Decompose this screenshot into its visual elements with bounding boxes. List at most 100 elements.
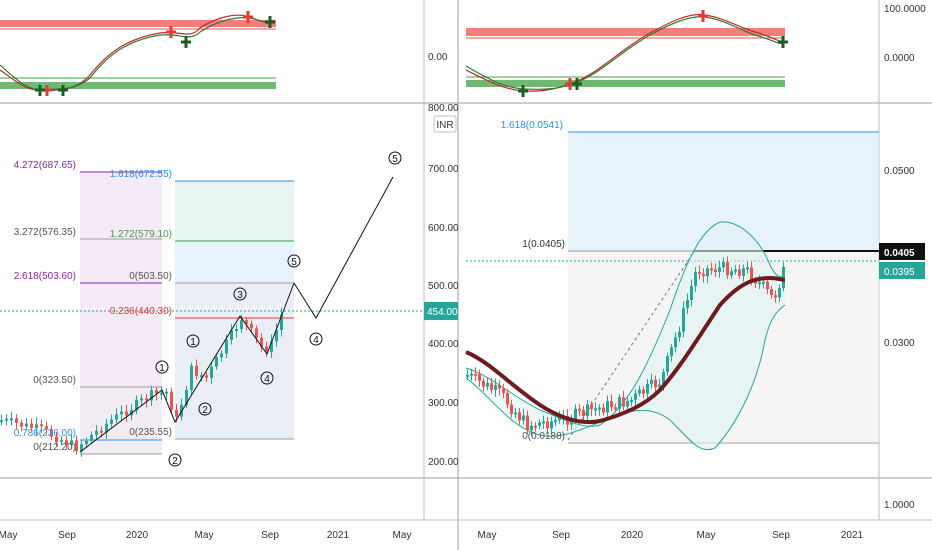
fib-label: 0.786(236.00) [14,428,76,439]
candle-body [280,314,283,330]
candle-body [40,424,43,427]
candle-body [618,397,621,409]
candle-body [175,409,178,417]
price-tick: 0.0300 [884,338,915,349]
candle-body [570,420,573,425]
candle-body [45,426,48,430]
candle-body [225,339,228,354]
wave-label: 5 [392,154,398,165]
time-label: 2021 [841,530,864,541]
candle-body [215,357,218,367]
candle-body [554,420,557,423]
wave-markers [155,151,402,467]
candle-body [205,375,208,378]
candle-body [95,430,98,435]
candle-body [145,398,148,401]
candle-body [70,440,73,445]
left-osc-axis-label: 0.00 [428,52,448,63]
current-price-badge [879,262,925,279]
candle-body [758,281,761,284]
candle-body [590,404,593,410]
candle-body [766,281,769,290]
candle-body [10,418,13,421]
candle-body [678,331,681,338]
wave-label: 1 [190,337,196,348]
candle-body [170,391,173,410]
wave-projection-line [293,176,394,319]
candle-body [526,415,529,431]
candle-body [782,266,785,289]
right-osc-axis-label: 100.0000 [884,4,926,15]
candle-body [120,411,123,415]
candle-body [240,320,243,329]
price-tick: 800.00 [428,103,459,114]
candle-body [230,330,233,340]
candle-body [220,353,223,358]
fib-label: 1(0.0405) [522,239,565,250]
candle-body [502,388,505,394]
candle-body [478,373,481,381]
candle-body [75,440,78,451]
wave-label: 4 [313,335,319,346]
candle-body [275,329,278,342]
candle-body [0,419,3,422]
oscillator-main-line [465,16,784,90]
candle-body [245,320,248,324]
candle-body [706,268,709,277]
left-candles [0,307,283,457]
candle-body [542,421,545,424]
currency-badge-label: INR [436,120,453,131]
candle-body [100,430,103,433]
candle-body [670,347,673,357]
candle-body [642,389,645,394]
wave-label: 3 [237,290,243,301]
right-oscillator-pane: 100.0000 0.0000 [465,4,926,97]
wave-label: 4 [264,374,270,385]
candle-body [210,366,213,378]
fib-label: 0(212.20) [33,442,76,453]
candle-body [754,280,757,284]
price-tick: 0.0500 [884,166,915,177]
candle-body [474,373,477,376]
candle-body [558,416,561,421]
time-label: May [478,530,497,541]
wave-label: 2 [172,456,178,467]
candle-body [738,269,741,276]
candle-body [734,269,737,272]
candle-body [530,425,533,431]
candle-body [482,380,485,387]
overbought-band [0,20,276,27]
sell-markers [42,11,253,96]
candle-body [742,268,745,276]
time-axis: May Sep 2020 May Sep 2021 May May Sep 20… [0,530,864,541]
fib-label: 3.272(576.35) [14,227,76,238]
right-price-pane: 1.618(0.0541) 1(0.0405) 0(0.0188) 0.0500… [465,120,925,511]
candle-body [666,356,669,373]
candle-body [722,261,725,268]
candle-body [682,308,685,332]
candle-body [746,267,749,270]
candle-body [550,421,553,429]
price-tick: 400.00 [428,339,459,350]
candle-body [5,418,8,421]
candle-body [574,408,577,421]
candle-body [494,385,497,390]
candle-body [626,400,629,407]
sell-markers [565,10,708,90]
candle-body [15,418,18,423]
currency-badge[interactable] [433,115,457,133]
wave-label: 2 [202,405,208,416]
fib-label: 0(235.55) [129,427,172,438]
candle-body [714,269,717,272]
fib-label: 1.618(0.0541) [501,120,563,131]
candle-body [150,390,153,401]
candle-body [260,337,263,347]
candle-body [110,419,113,424]
candle-body [634,393,637,400]
candle-body [80,444,83,451]
buy-markers [35,16,275,96]
candle-body [610,401,613,408]
current-high-badge [879,243,925,260]
candle-body [105,423,108,433]
candle-body [750,267,753,281]
